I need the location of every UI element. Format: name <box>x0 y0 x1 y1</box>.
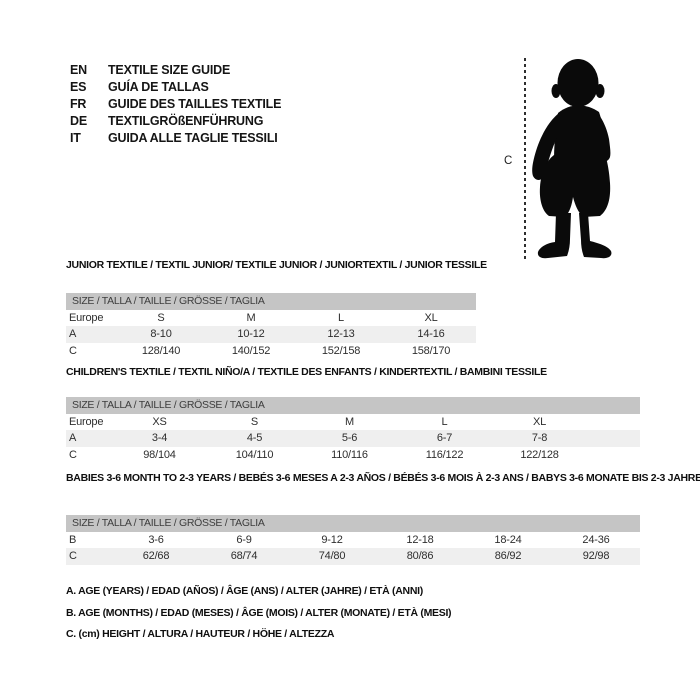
legend-note-b: B. AGE (MONTHS) / EDAD (MESES) / ÂGE (MO… <box>66 606 452 619</box>
size-cell: 6-7 <box>436 432 453 445</box>
size-cell: 14-16 <box>417 328 445 341</box>
language-title: TEXTILE SIZE GUIDE <box>108 62 231 77</box>
size-cell: 5-6 <box>341 432 358 445</box>
language-row: FR GUIDE DES TAILLES TEXTILE <box>70 95 281 112</box>
language-row: EN TEXTILE SIZE GUIDE <box>70 61 281 78</box>
height-measure-line <box>524 58 526 259</box>
language-title: GUIDE DES TAILLES TEXTILE <box>108 96 282 111</box>
size-cell: 110/116 <box>331 448 368 461</box>
row-label: Europe <box>69 416 104 429</box>
size-cell: S <box>157 312 165 325</box>
size-cell: 62/68 <box>142 550 170 563</box>
toddler-silhouette-image <box>532 59 612 259</box>
size-cell: 3-4 <box>151 432 168 445</box>
language-title-list: EN TEXTILE SIZE GUIDE ES GUÍA DE TALLAS … <box>70 61 281 146</box>
size-cell: 128/140 <box>141 344 181 357</box>
table-row: Europe S M L XL <box>66 310 476 326</box>
table-row: Europe XS S M L XL <box>66 414 640 430</box>
size-cell: 12-18 <box>406 534 434 547</box>
row-label: Europe <box>69 312 104 325</box>
size-table-body: Europe XS S M L XL A 3-4 4-5 5-6 6-7 7-8 C 98/104 104/… <box>66 414 640 463</box>
size-cell: 122/128 <box>520 448 559 461</box>
size-cell: 74/80 <box>318 550 346 563</box>
size-header-bar: SIZE / TALLA / TAILLE / GRÖSSE / TAGLIA <box>66 293 476 310</box>
size-cell: 140/152 <box>231 344 271 357</box>
spacer-cell <box>587 430 640 446</box>
size-cell: 116/122 <box>425 448 464 461</box>
language-row: ES GUÍA DE TALLAS <box>70 78 281 95</box>
size-cell: 3-6 <box>148 534 164 547</box>
language-code: IT <box>70 130 81 145</box>
size-cell: 92/98 <box>582 550 610 563</box>
table-row: C 62/68 68/74 74/80 80/86 86/92 92/98 <box>66 548 640 565</box>
size-table-body: B 3-6 6-9 9-12 12-18 18-24 24-36 C 62/68 68/74 74/… <box>66 532 640 565</box>
size-cell: 158/170 <box>411 344 451 357</box>
language-code: FR <box>70 96 87 111</box>
size-header-bar: SIZE / TALLA / TAILLE / GRÖSSE / TAGLIA <box>66 515 640 532</box>
size-cell: 4-5 <box>246 432 263 445</box>
row-label: B <box>69 534 77 547</box>
size-cell: 24-36 <box>582 534 610 547</box>
toddler-silhouette-shape <box>532 59 612 259</box>
junior-textile-section: JUNIOR TEXTILE / TEXTIL JUNIOR/ TEXTILE … <box>66 257 487 359</box>
language-code: EN <box>70 62 87 77</box>
section-title: JUNIOR TEXTILE / TEXTIL JUNIOR/ TEXTILE … <box>66 259 487 271</box>
language-title: GUÍA DE TALLAS <box>108 79 209 94</box>
size-cell: 7-8 <box>531 432 548 445</box>
size-cell: M <box>246 312 256 325</box>
language-title: TEXTILGRÖßENFÜHRUNG <box>108 113 264 128</box>
row-label: C <box>69 550 77 563</box>
size-cell: 8-10 <box>150 328 172 341</box>
childrens-textile-section: CHILDREN'S TEXTILE / TEXTIL NIÑO/A / TEX… <box>66 364 640 463</box>
language-code: ES <box>70 79 87 94</box>
legend-note-c: C. (cm) HEIGHT / ALTURA / HAUTEUR / HÖHE… <box>66 628 335 640</box>
language-code: DE <box>70 113 87 128</box>
size-table-babies: B 3-6 6-9 9-12 12-18 18-24 24-36 C 62/68 68/74 74/… <box>66 532 640 565</box>
size-cell: M <box>345 416 354 429</box>
legend-notes: A. AGE (YEARS) / EDAD (AÑOS) / ÂGE (ANS)… <box>66 581 452 646</box>
height-measure-label: C <box>504 155 513 167</box>
section-title: CHILDREN'S TEXTILE / TEXTIL NIÑO/A / TEX… <box>66 366 547 378</box>
spacer-cell <box>587 414 640 430</box>
section-title: BABIES 3-6 MONTH TO 2-3 YEARS / BEBÉS 3-… <box>66 472 700 484</box>
size-cell: XS <box>152 416 167 429</box>
size-cell: 68/74 <box>230 550 258 563</box>
legend-note-a: A. AGE (YEARS) / EDAD (AÑOS) / ÂGE (ANS)… <box>66 585 423 597</box>
row-label: A <box>69 328 77 341</box>
size-table-body: Europe S M L XL A 8-10 10-12 12-13 14-16 C 128/140 1… <box>66 310 476 359</box>
language-row: DE TEXTILGRÖßENFÜHRUNG <box>70 112 281 129</box>
size-cell: 152/158 <box>321 344 361 357</box>
table-row: A 8-10 10-12 12-13 14-16 <box>66 326 476 343</box>
table-row: C 98/104 104/110 110/116 116/122 122/128 <box>66 447 640 463</box>
size-cell: 6-9 <box>236 534 252 547</box>
size-header-bar: SIZE / TALLA / TAILLE / GRÖSSE / TAGLIA <box>66 397 640 414</box>
size-cell: 9-12 <box>321 534 343 547</box>
size-table-junior: Europe S M L XL A 8-10 10-12 12-13 14-16 C 128/140 1… <box>66 310 476 359</box>
size-cell: 12-13 <box>327 328 355 341</box>
size-cell: XL <box>424 312 438 325</box>
table-row: C 128/140 140/152 152/158 158/170 <box>66 343 476 359</box>
size-cell: 104/110 <box>235 448 274 461</box>
size-cell: L <box>338 312 344 325</box>
size-cell: L <box>441 416 448 429</box>
size-table-children: Europe XS S M L XL A 3-4 4-5 5-6 6-7 7-8 C 98/104 104/… <box>66 414 640 463</box>
language-title: GUIDA ALLE TAGLIE TESSILI <box>108 130 278 145</box>
size-cell: 80/86 <box>406 550 434 563</box>
row-label: C <box>69 344 77 357</box>
size-cell: 10-12 <box>237 328 265 341</box>
table-row: A 3-4 4-5 5-6 6-7 7-8 <box>66 430 640 447</box>
row-label: C <box>69 448 77 461</box>
size-cell: 98/104 <box>143 448 176 461</box>
size-cell: XL <box>532 416 547 429</box>
row-label: A <box>69 432 77 445</box>
language-row: IT GUIDA ALLE TAGLIE TESSILI <box>70 129 281 146</box>
spacer-cell <box>587 447 640 463</box>
size-cell: 18-24 <box>494 534 522 547</box>
size-cell: S <box>250 416 259 429</box>
table-row: B 3-6 6-9 9-12 12-18 18-24 24-36 <box>66 532 640 548</box>
babies-textile-section: BABIES 3-6 MONTH TO 2-3 YEARS / BEBÉS 3-… <box>66 470 700 565</box>
size-cell: 86/92 <box>494 550 522 563</box>
